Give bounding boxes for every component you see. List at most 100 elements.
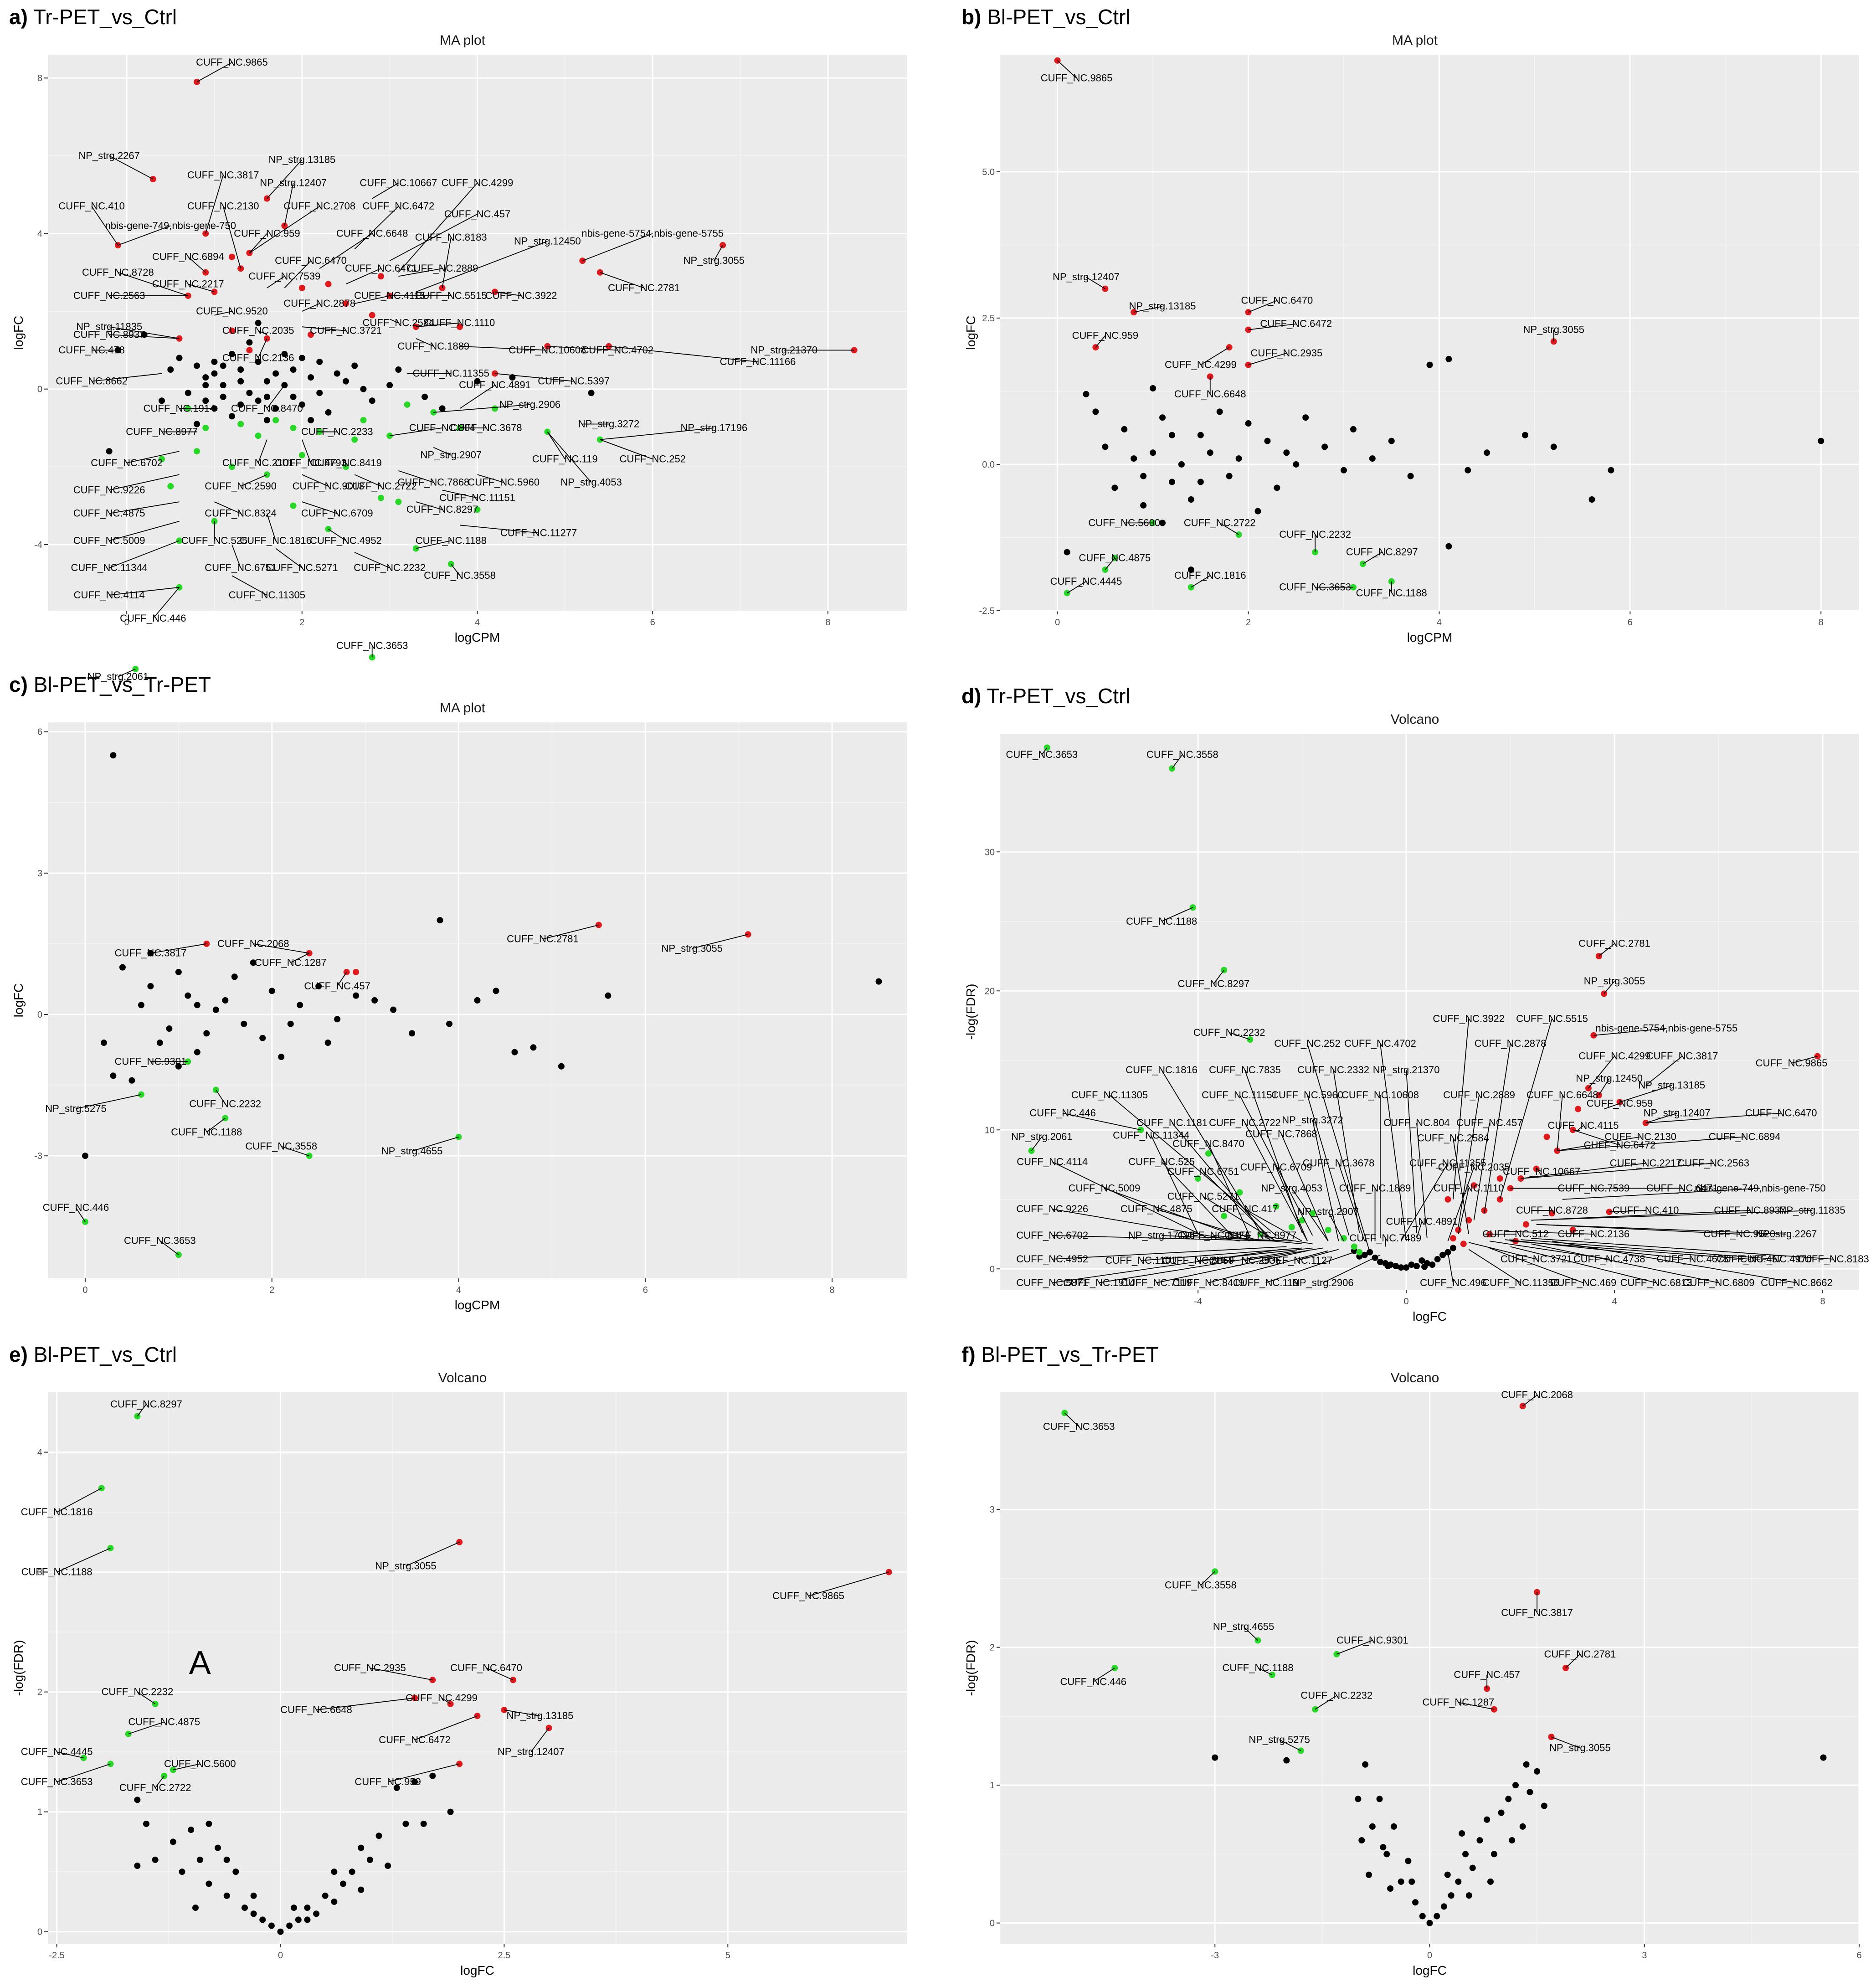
gene-label: CUFF_NC.4115	[1547, 1120, 1619, 1131]
gene-label: CUFF_NC.5515	[1516, 1013, 1588, 1024]
data-point-black	[1355, 1796, 1362, 1802]
data-point-black	[1426, 361, 1433, 368]
data-point-black	[194, 1002, 200, 1009]
gene-label: CUFF_NC.9226	[1016, 1203, 1088, 1215]
data-point-black	[325, 409, 332, 416]
label-leader-line	[1239, 1095, 1313, 1236]
label-leader-line	[416, 540, 451, 549]
data-point-black	[134, 1863, 141, 1869]
label-leader-line	[258, 330, 267, 335]
label-leader-line	[808, 1571, 889, 1597]
data-point-black	[206, 1880, 212, 1887]
label-leader-line	[459, 385, 495, 409]
gene-label: CUFF_NC.8470	[231, 402, 303, 414]
gene-label: NP_strg.4655	[1213, 1621, 1275, 1632]
label-leader-line	[1484, 1044, 1511, 1214]
label-leader-line	[1093, 1668, 1115, 1683]
gene-label: CUFF_NC.3653	[21, 1776, 93, 1787]
x-tick-label: 8	[830, 1285, 835, 1295]
label-leader-line	[249, 233, 267, 253]
gene-label: CUFF_NC.9865	[1756, 1057, 1828, 1069]
x-axis-title: logCPM	[1407, 630, 1453, 644]
data-point-black	[1421, 1263, 1428, 1270]
panel-f: f) Bl-PET_vs_Tr-PET Volcano -3 0 3 6 0 1 2 3 log…	[961, 1342, 1868, 1985]
label-leader-line	[714, 245, 723, 261]
label-leader-line	[1791, 1055, 1818, 1064]
data-point-black	[1465, 1892, 1472, 1899]
minor-grid	[48, 722, 907, 1278]
gene-label: nbis-gene-749,nbis-gene-750	[105, 220, 236, 231]
data-point-black	[1376, 1796, 1383, 1802]
data-point-black	[437, 917, 443, 924]
y-tick-label: -2.5	[979, 606, 995, 616]
label-leader-line	[1453, 1019, 1470, 1199]
gene-label: CUFF_NC.3817	[187, 169, 259, 180]
data-point-black	[1403, 1264, 1410, 1271]
label-leader-line	[600, 439, 653, 460]
gene-label: CUFF_NC.2722	[1184, 517, 1256, 528]
gene-label: NP_strg.2907	[1297, 1206, 1359, 1217]
gene-label: CUFF_NC.1188	[21, 1566, 93, 1578]
data-point-black	[1358, 1837, 1365, 1844]
gene-label: NP_strg.21370	[750, 344, 817, 355]
gene-label: CUFF_NC.2722	[119, 1782, 191, 1793]
data-point-red	[1496, 1175, 1503, 1182]
label-leader-line	[231, 575, 267, 596]
data-points	[82, 752, 882, 1258]
x-axis: -4 0 4 8	[1194, 734, 1825, 1307]
gene-label: CUFF_NC.6470	[275, 255, 347, 266]
data-point-black	[1197, 479, 1204, 485]
gene-label: CUFF_NC.11151	[439, 492, 515, 504]
data-point-black	[1429, 1261, 1436, 1268]
label-leader-line	[1499, 1019, 1552, 1199]
label-leader-line	[1208, 1250, 1328, 1283]
data-point-black	[1505, 1796, 1512, 1802]
gene-label: CUFF_NC.119	[1233, 1277, 1299, 1288]
gene-label: CUFF_NC.3922	[485, 290, 557, 301]
data-point-black	[1439, 1251, 1446, 1258]
data-point-black	[281, 350, 288, 357]
gene-label: CUFF_NC.6471	[1646, 1182, 1718, 1194]
label-leader-line	[1521, 1163, 1714, 1179]
label-leader-line	[1229, 1032, 1250, 1040]
label-leader-line	[1473, 1122, 1490, 1220]
label-leader-line	[1380, 1044, 1407, 1241]
data-point-black	[134, 1797, 141, 1803]
gene-label: CUFF_NC.6813	[1620, 1277, 1692, 1288]
gene-label: CUFF_NC.6648	[280, 1704, 352, 1715]
data-point-black	[1377, 1259, 1383, 1265]
label-leader-line	[547, 431, 592, 483]
y-tick-label: 1	[990, 1781, 995, 1791]
data-point-black	[1254, 508, 1261, 515]
data-point-black	[1159, 414, 1166, 421]
label-leader-line	[459, 345, 548, 351]
data-point-black	[1465, 467, 1471, 474]
plot-title: Volcano	[1390, 1370, 1439, 1385]
data-point-black	[192, 1905, 199, 1911]
data-point-green	[202, 425, 209, 432]
y-axis-title: logFC	[11, 983, 26, 1018]
label-leader-line	[118, 669, 136, 677]
label-leader-line	[1505, 1231, 1594, 1235]
gene-label: CUFF_NC.1816	[240, 535, 312, 546]
data-point-black	[1350, 426, 1357, 432]
data-point-black	[1283, 449, 1290, 456]
label-leader-line	[316, 1697, 415, 1710]
data-point-black	[211, 370, 218, 377]
gene-label: CUFF_NC.3922	[1433, 1013, 1505, 1024]
y-tick-label: 0	[990, 1919, 995, 1929]
label-leader-line	[1447, 1252, 1454, 1283]
label-leader-line	[398, 182, 478, 273]
label-leader-line	[1307, 1043, 1370, 1252]
label-leader-line	[354, 552, 390, 568]
gene-label: CUFF_NC.6702	[91, 457, 163, 468]
data-point-black	[339, 1880, 346, 1887]
y-axis: -2.5 0.0 2.5 5.0	[979, 167, 1859, 616]
y-tick-label: 2.5	[982, 314, 995, 324]
data-point-green	[290, 425, 297, 432]
label-leader-line	[1156, 1250, 1308, 1283]
label-leader-line	[257, 439, 267, 463]
label-leader-line	[411, 1136, 459, 1152]
gene-label: CUFF_NC.4952	[310, 535, 382, 546]
data-point-black	[1365, 1871, 1372, 1878]
